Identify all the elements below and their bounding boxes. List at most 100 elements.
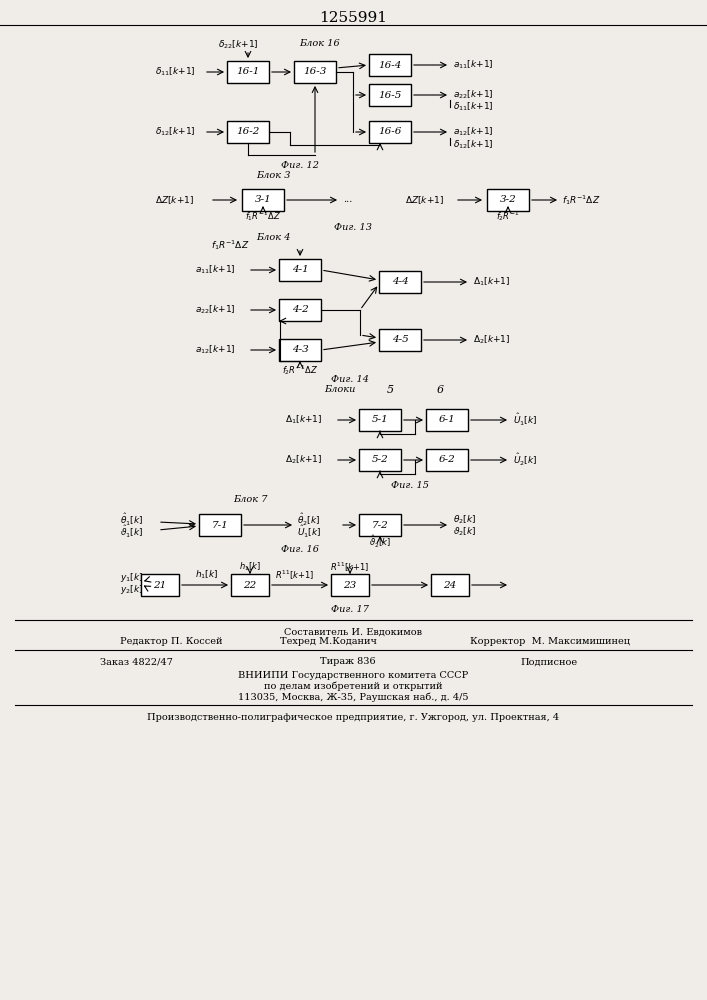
Bar [379, 271, 421, 293]
Text: 16-1: 16-1 [236, 68, 259, 77]
Bar [242, 189, 284, 211]
Text: Фиг. 17: Фиг. 17 [331, 605, 369, 614]
Bar [141, 574, 179, 596]
Text: 1255991: 1255991 [319, 11, 387, 25]
Bar [426, 449, 468, 471]
Bar [279, 259, 321, 281]
Text: $y_2[k]$: $y_2[k]$ [120, 584, 144, 596]
Text: Блок 3: Блок 3 [256, 170, 291, 180]
Text: $\hat{U}_2[k]$: $\hat{U}_2[k]$ [513, 452, 537, 468]
Bar [279, 339, 321, 361]
Text: 4-3: 4-3 [291, 346, 308, 355]
Text: Фиг. 13: Фиг. 13 [334, 224, 372, 232]
Text: 16-2: 16-2 [236, 127, 259, 136]
Bar [369, 121, 411, 143]
Text: $\Delta_1[k{+}1]$: $\Delta_1[k{+}1]$ [285, 414, 322, 426]
Text: 24: 24 [443, 580, 457, 589]
Text: Тираж 836: Тираж 836 [320, 658, 375, 666]
Text: Подписное: Подписное [520, 658, 577, 666]
Text: 6-1: 6-1 [438, 416, 455, 424]
Text: Корректор  М. Максимишинец: Корректор М. Максимишинец [470, 638, 630, 647]
Text: $f_2 R^{-1} \Delta Z$: $f_2 R^{-1} \Delta Z$ [282, 363, 318, 377]
Text: $\Delta Z[k{+}1]$: $\Delta Z[k{+}1]$ [155, 194, 194, 206]
Bar [359, 409, 401, 431]
Text: $a_{12}[k{+}1]$: $a_{12}[k{+}1]$ [195, 344, 235, 356]
Text: $\theta_2[k]$: $\theta_2[k]$ [453, 514, 477, 526]
Text: $f_2 R^{-1}$: $f_2 R^{-1}$ [496, 209, 520, 223]
Text: 6: 6 [436, 385, 443, 395]
Text: Техред М.Коданич: Техред М.Коданич [280, 638, 377, 647]
Text: $\hat{\theta}_2[k]$: $\hat{\theta}_2[k]$ [297, 512, 320, 528]
Text: $\hat{U}_1[k]$: $\hat{U}_1[k]$ [297, 524, 322, 540]
Text: $\hat{U}_1[k]$: $\hat{U}_1[k]$ [513, 412, 537, 428]
Text: Производственно-полиграфическое предприятие, г. Ужгород, ул. Проектная, 4: Производственно-полиграфическое предприя… [147, 714, 559, 722]
Text: ВНИИПИ Государственного комитета СССР: ВНИИПИ Государственного комитета СССР [238, 670, 468, 680]
Bar [431, 574, 469, 596]
Bar [199, 514, 241, 536]
Text: 5-2: 5-2 [372, 456, 388, 464]
Text: 16-6: 16-6 [378, 127, 402, 136]
Bar [279, 299, 321, 321]
Text: 5-1: 5-1 [372, 416, 388, 424]
Text: Редактор П. Коссей: Редактор П. Коссей [120, 638, 223, 647]
Text: ...: ... [343, 196, 352, 205]
Text: 4-5: 4-5 [392, 336, 409, 344]
Text: Блоки: Блоки [325, 385, 356, 394]
Text: 3-1: 3-1 [255, 196, 271, 205]
Text: по делам изобретений и открытий: по делам изобретений и открытий [264, 681, 443, 691]
Text: $f_1 R^{-1} \Delta Z$: $f_1 R^{-1} \Delta Z$ [211, 238, 249, 252]
Bar [227, 61, 269, 83]
Bar [227, 121, 269, 143]
Text: 4-4: 4-4 [392, 277, 409, 286]
Text: 22: 22 [243, 580, 257, 589]
Text: 16-4: 16-4 [378, 60, 402, 70]
Text: $a_{22}[k{+}1]$: $a_{22}[k{+}1]$ [453, 89, 493, 101]
Text: 113035, Москва, Ж-35, Раушская наб., д. 4/5: 113035, Москва, Ж-35, Раушская наб., д. … [238, 692, 468, 702]
Text: $\delta_{12}[k{+}1]$: $\delta_{12}[k{+}1]$ [155, 126, 196, 138]
Text: $\hat{\vartheta}_2[k]$: $\hat{\vartheta}_2[k]$ [369, 534, 391, 550]
Text: $\Delta_2[k{+}1]$: $\Delta_2[k{+}1]$ [285, 454, 322, 466]
Text: Составитель И. Евдокимов: Составитель И. Евдокимов [284, 628, 422, 637]
Text: Заказ 4822/47: Заказ 4822/47 [100, 658, 173, 666]
Text: $f_1 R^{-1} \Delta Z$: $f_1 R^{-1} \Delta Z$ [562, 193, 600, 207]
Text: Блок 7: Блок 7 [233, 495, 267, 504]
Text: $\delta_{11}[k{+}1]$: $\delta_{11}[k{+}1]$ [155, 66, 196, 78]
Text: $R^{11}[k{+}1]$: $R^{11}[k{+}1]$ [330, 560, 370, 574]
Bar [359, 449, 401, 471]
Text: $y_1[k]$: $y_1[k]$ [120, 572, 144, 584]
Text: $a_{22}[k{+}1]$: $a_{22}[k{+}1]$ [195, 304, 235, 316]
Bar [294, 61, 336, 83]
Text: $R^{11}[k{+}1]$: $R^{11}[k{+}1]$ [276, 568, 315, 582]
Text: 4-2: 4-2 [291, 306, 308, 314]
Text: $f_1 R^{-1} \Delta Z$: $f_1 R^{-1} \Delta Z$ [245, 209, 281, 223]
Text: $a_{12}[k{+}1]$: $a_{12}[k{+}1]$ [453, 126, 493, 138]
Text: Блок 16: Блок 16 [300, 38, 340, 47]
Bar [487, 189, 529, 211]
Text: Фиг. 16: Фиг. 16 [281, 546, 319, 554]
Bar [379, 329, 421, 351]
Text: $a_{11}[k{+}1]$: $a_{11}[k{+}1]$ [195, 264, 235, 276]
Text: 16-3: 16-3 [303, 68, 327, 77]
Text: $\hat{\theta}_1[k]$: $\hat{\theta}_1[k]$ [120, 512, 144, 528]
Text: 6-2: 6-2 [438, 456, 455, 464]
Text: 5: 5 [387, 385, 394, 395]
Text: $h_1[k]$: $h_1[k]$ [195, 569, 218, 581]
Text: $a_{11}[k{+}1]$: $a_{11}[k{+}1]$ [453, 59, 493, 71]
Text: Фиг. 14: Фиг. 14 [331, 375, 369, 384]
Text: Фиг. 15: Фиг. 15 [391, 481, 429, 489]
Text: $\Delta_1[k{+}1]$: $\Delta_1[k{+}1]$ [473, 276, 510, 288]
Text: Фиг. 12: Фиг. 12 [281, 160, 319, 169]
Text: $h_1[k]$: $h_1[k]$ [239, 561, 261, 573]
Text: 7-2: 7-2 [372, 520, 388, 530]
Bar [359, 514, 401, 536]
Text: $\vartheta_2[k]$: $\vartheta_2[k]$ [453, 526, 477, 538]
Text: $\delta_{12}[k{+}1]$: $\delta_{12}[k{+}1]$ [453, 139, 493, 151]
Bar [331, 574, 369, 596]
Text: 21: 21 [153, 580, 167, 589]
Text: $\Delta_2[k{+}1]$: $\Delta_2[k{+}1]$ [473, 334, 510, 346]
Text: 4-1: 4-1 [291, 265, 308, 274]
Bar [369, 84, 411, 106]
Bar [369, 54, 411, 76]
Text: 3-2: 3-2 [500, 196, 516, 205]
Text: Блок 4: Блок 4 [256, 233, 291, 242]
